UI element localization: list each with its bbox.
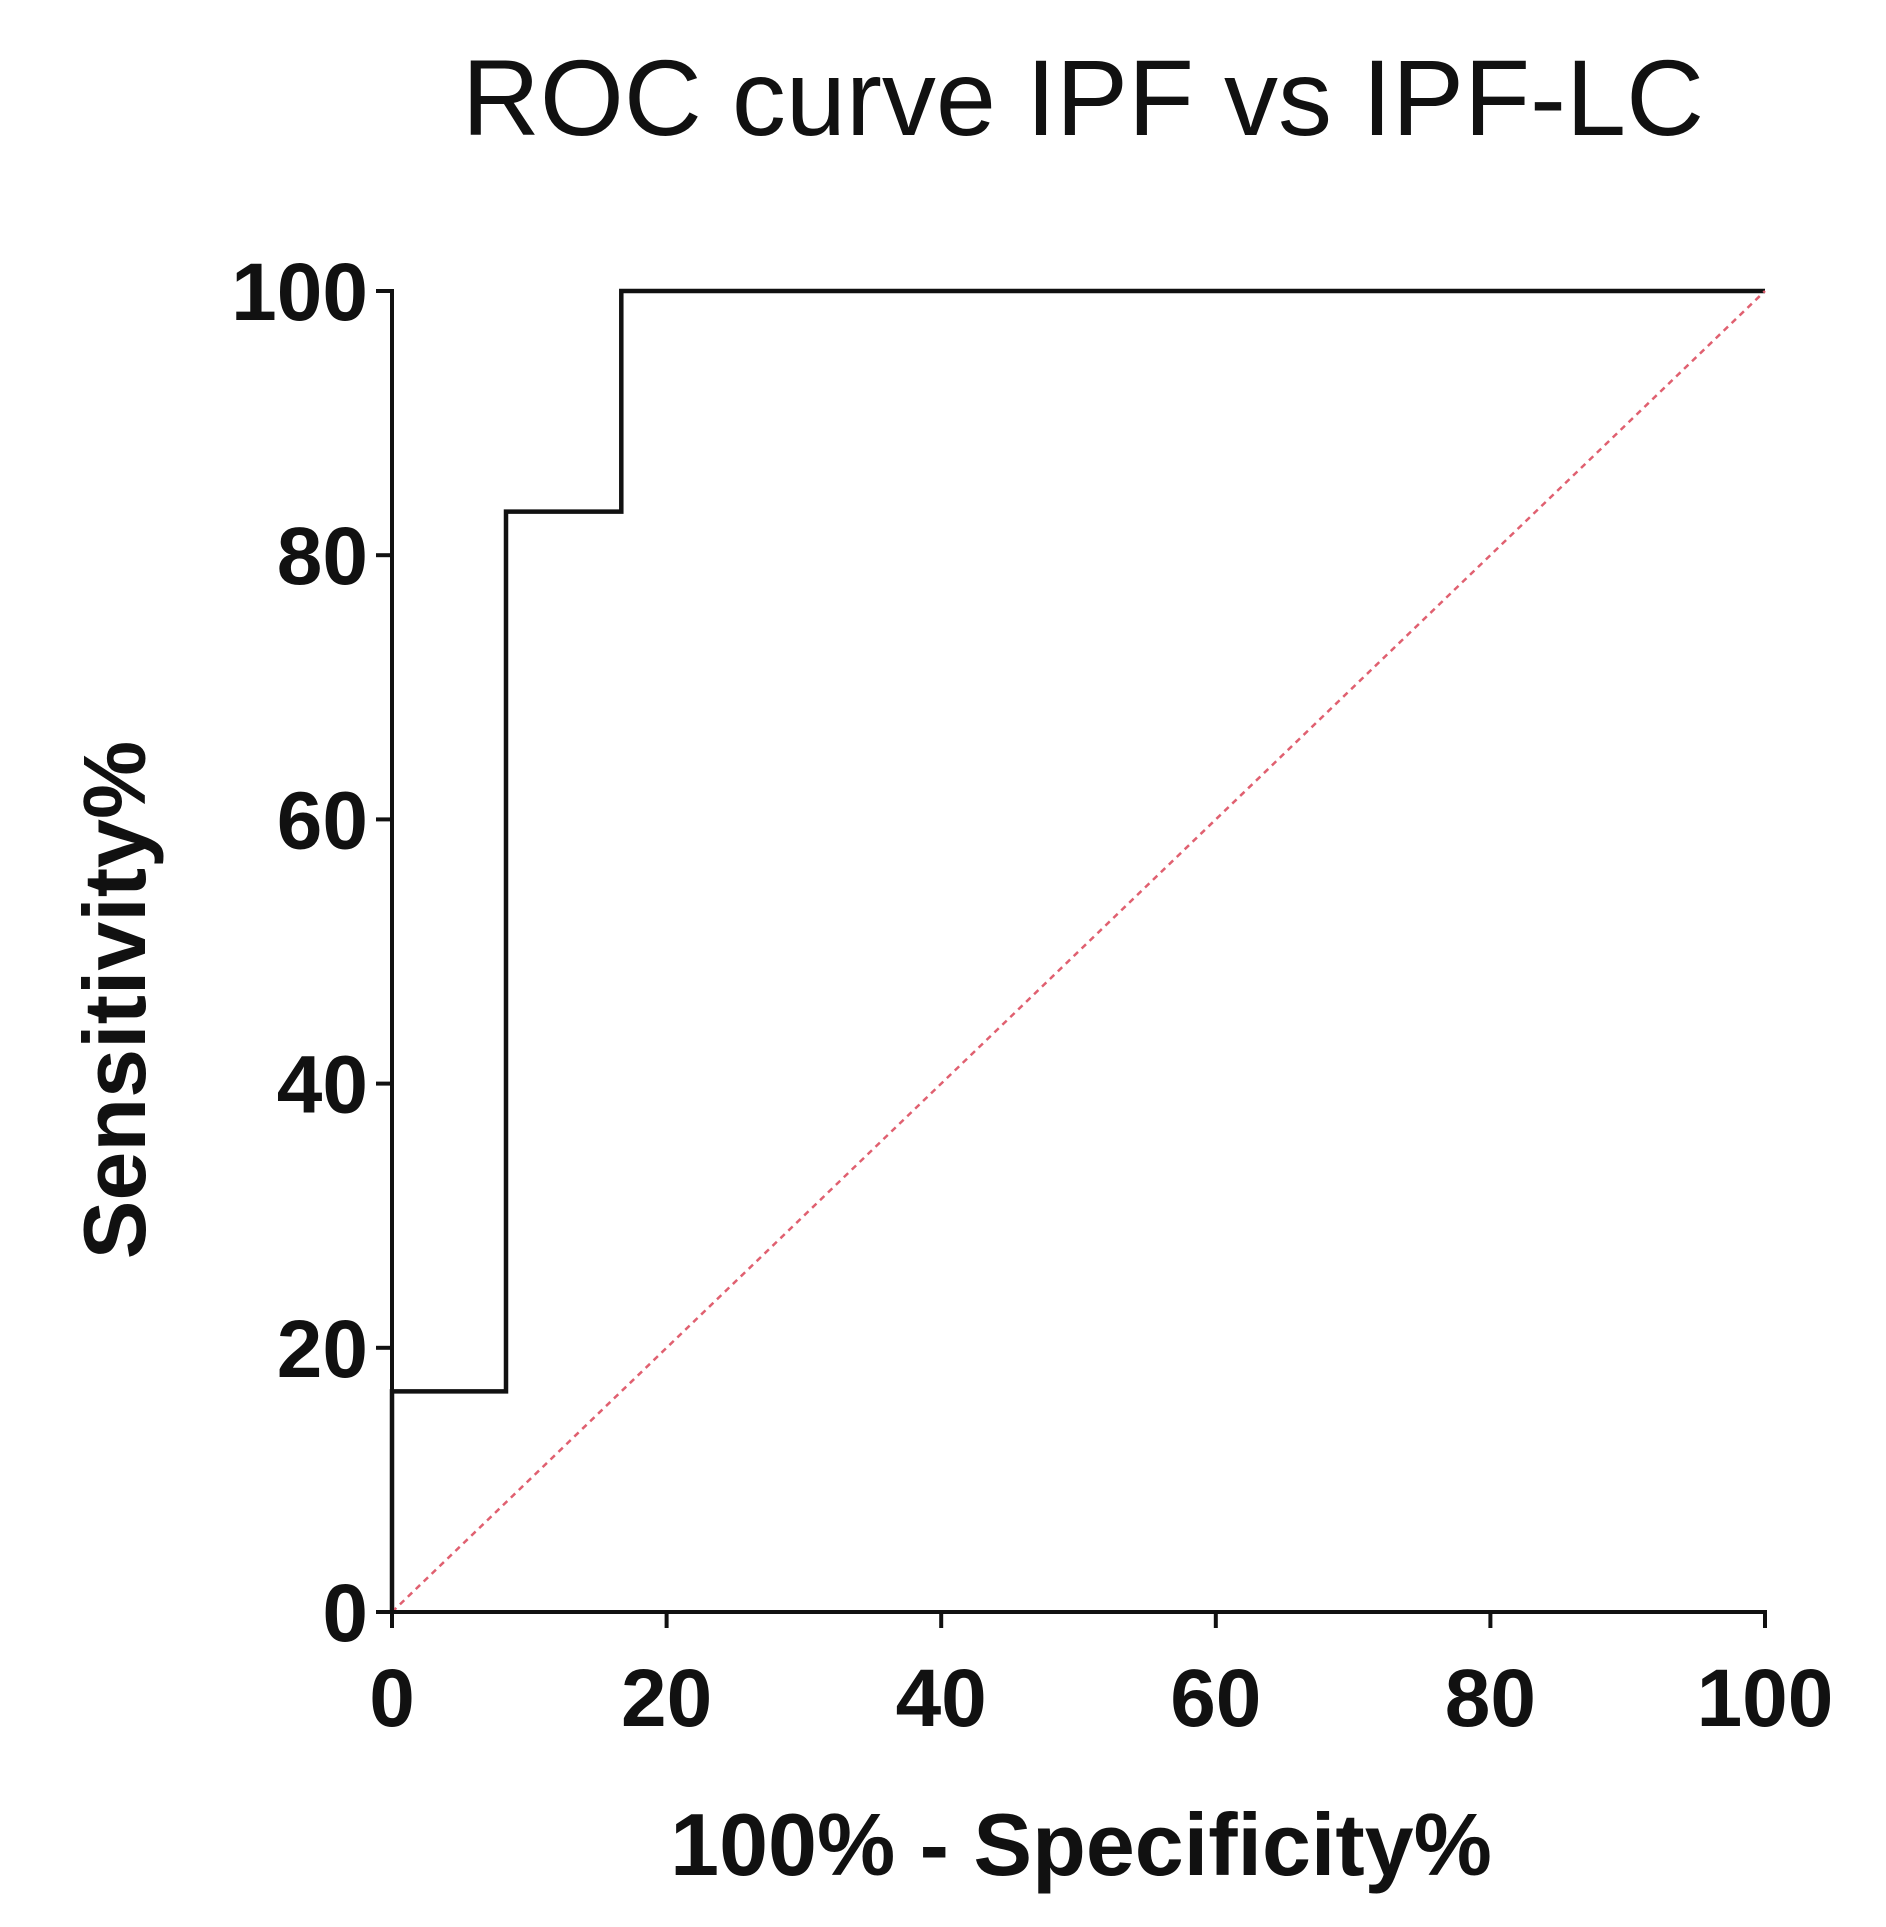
y-tick-label: 80 [277, 511, 368, 602]
reference-diagonal-line [391, 290, 1766, 1613]
x-axis-label: 100% - Specificity% [670, 1795, 1492, 1894]
y-axis: 0 20 40 60 80 100 [231, 247, 394, 1659]
x-tick-label: 100 [1697, 1653, 1834, 1744]
y-tick-label: 100 [231, 247, 368, 338]
y-tick-label: 60 [277, 775, 368, 866]
x-tick-label: 80 [1445, 1653, 1536, 1744]
x-tick-label: 20 [621, 1653, 712, 1744]
y-axis-label: Sensitivity% [65, 741, 164, 1259]
plot-area [389, 288, 1766, 1613]
chart-title: ROC curve IPF vs IPF-LC [462, 37, 1704, 158]
y-tick-label: 0 [322, 1568, 368, 1659]
x-tick-label: 0 [369, 1653, 415, 1744]
y-tick-label: 40 [277, 1040, 368, 1131]
x-tick-label: 60 [1170, 1653, 1261, 1744]
x-tick-label: 40 [896, 1653, 987, 1744]
x-axis: 0 20 40 60 80 100 [369, 1610, 1834, 1744]
y-tick-label: 20 [277, 1304, 368, 1395]
